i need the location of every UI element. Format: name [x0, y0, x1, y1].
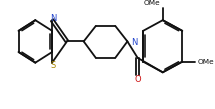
- Text: N: N: [50, 14, 56, 23]
- Text: S: S: [50, 61, 56, 70]
- Text: O: O: [134, 75, 141, 84]
- Text: OMe: OMe: [143, 0, 160, 6]
- Text: OMe: OMe: [198, 59, 215, 65]
- Text: N: N: [131, 38, 137, 47]
